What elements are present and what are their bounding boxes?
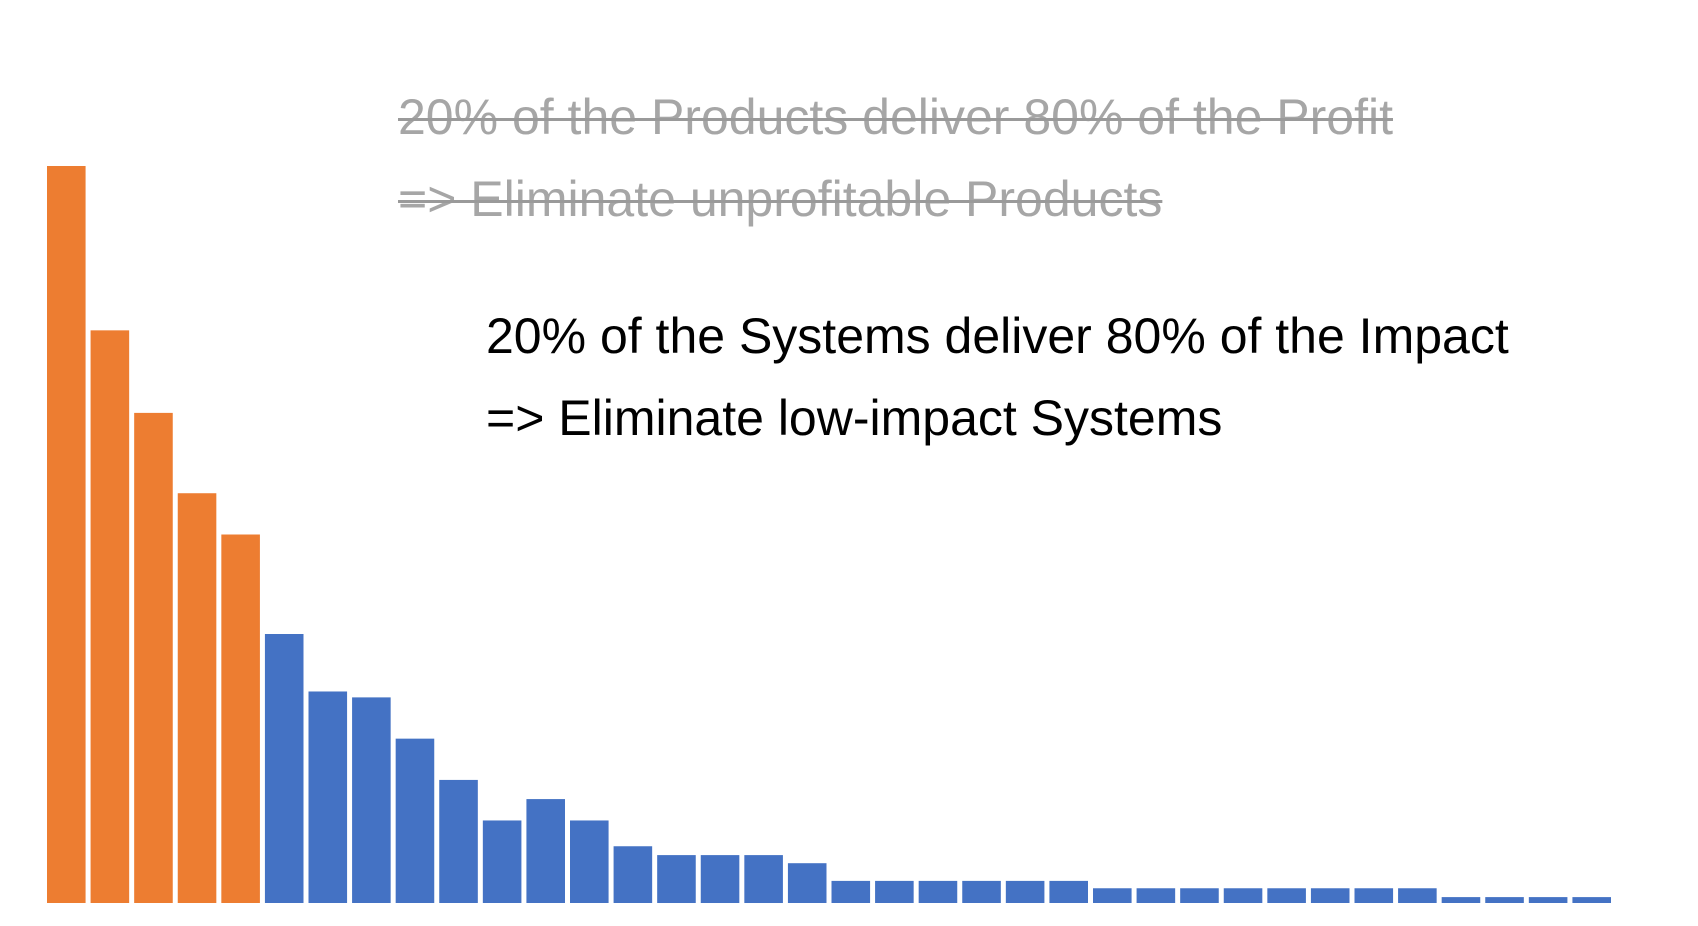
bar-remaining: [1528, 897, 1568, 903]
bar-top-20-percent: [221, 534, 260, 903]
bar-remaining: [1485, 897, 1524, 903]
bar-top-20-percent: [90, 330, 130, 904]
bar-remaining: [439, 779, 478, 903]
bar-remaining: [831, 880, 871, 903]
bar-remaining: [1223, 888, 1263, 903]
struck-statement-line-1: 20% of the Products deliver 80% of the P…: [398, 89, 1393, 145]
bar-remaining: [1180, 888, 1219, 903]
bar-remaining: [1310, 888, 1350, 903]
bar-top-20-percent: [47, 166, 86, 903]
bar-remaining: [613, 846, 653, 903]
bar-remaining: [1093, 888, 1132, 903]
bar-remaining: [264, 634, 304, 903]
bar-remaining: [1398, 888, 1437, 903]
bar-series: [47, 166, 1611, 904]
bar-top-20-percent: [134, 412, 173, 903]
main-statement-line-2: => Eliminate low-impact Systems: [486, 390, 1223, 446]
bar-remaining: [918, 880, 958, 903]
bar-remaining: [1354, 888, 1394, 903]
bar-remaining: [1049, 880, 1088, 903]
bar-remaining: [700, 855, 740, 904]
bar-remaining: [526, 799, 565, 903]
bar-remaining: [352, 697, 391, 903]
bar-remaining: [875, 880, 914, 903]
bar-remaining: [308, 691, 348, 903]
bar-remaining: [744, 855, 783, 904]
bar-remaining: [1005, 880, 1045, 903]
bar-remaining: [1572, 897, 1611, 903]
bar-top-20-percent: [177, 493, 217, 903]
bar-remaining: [1441, 897, 1481, 903]
bar-remaining: [395, 738, 435, 903]
bar-remaining: [1267, 888, 1306, 903]
bar-remaining: [570, 820, 609, 903]
main-statement-line-1: 20% of the Systems deliver 80% of the Im…: [486, 308, 1509, 364]
bar-remaining: [962, 880, 1001, 903]
bar-remaining: [657, 855, 696, 904]
bar-remaining: [787, 863, 827, 903]
bar-remaining: [482, 820, 522, 903]
struck-statement-line-2: => Eliminate unprofitable Products: [398, 171, 1163, 227]
bar-remaining: [1136, 888, 1176, 903]
